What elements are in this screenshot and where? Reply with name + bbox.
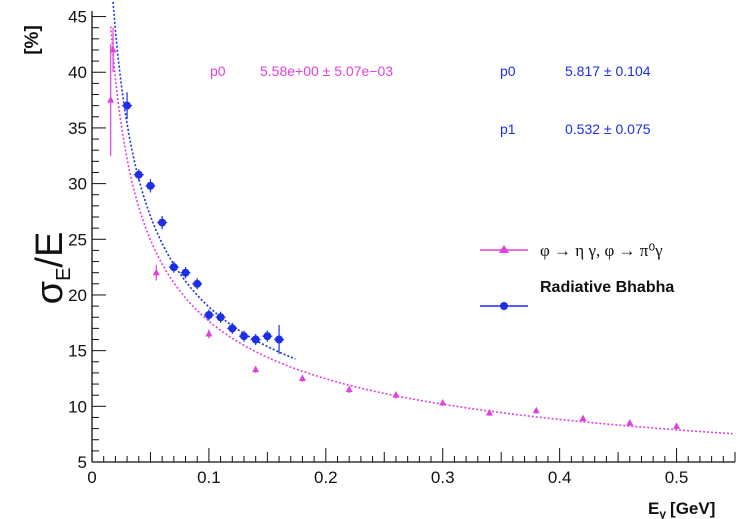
- x-tick-label: 0.4: [548, 468, 572, 487]
- data-point: [109, 45, 117, 53]
- legend-magenta-label: φ → η γ, φ → π⁰γ: [540, 241, 663, 260]
- data-point: [345, 385, 353, 393]
- y-tick-label: 25: [68, 230, 87, 249]
- fit-curve-magenta: [109, 26, 733, 435]
- series-magenta: [107, 27, 681, 430]
- data-point: [204, 311, 213, 320]
- data-point: [228, 324, 237, 333]
- fit-magenta-value: 5.58e+00 ± 5.07e−03: [260, 63, 393, 79]
- data-point: [673, 422, 681, 429]
- data-point: [251, 335, 260, 344]
- series-blue: [122, 92, 285, 354]
- y-label-sub: E: [53, 268, 75, 281]
- data-point: [169, 263, 178, 272]
- y-tick-label: 45: [68, 8, 87, 27]
- legend-magenta-marker: [499, 245, 509, 253]
- fit-params-magenta: p0 5.58e+00 ± 5.07e−03: [210, 63, 393, 79]
- data-point: [275, 335, 284, 344]
- data-point: [263, 332, 272, 341]
- x-label-e: E: [648, 499, 659, 518]
- axes: 5 10 15 20 25 30 35 40 45 0 0.1 0.2 0.3 0.4 0.5: [68, 8, 736, 487]
- legend: φ → η γ, φ → π⁰γ Radiative Bhabha: [472, 228, 738, 320]
- legend-entry-blue: Radiative Bhabha: [480, 279, 674, 310]
- y-tick-label: 40: [68, 63, 87, 82]
- data-point: [532, 406, 540, 414]
- fit-magenta-name: p0: [210, 63, 226, 79]
- y-tick-label: 5: [78, 453, 87, 472]
- data-point: [193, 279, 202, 288]
- data-point: [216, 313, 225, 322]
- y-tick-label: 35: [68, 119, 87, 138]
- y-tick-label: 30: [68, 175, 87, 194]
- y-axis-label: σE/E: [29, 232, 75, 305]
- data-point: [158, 218, 167, 227]
- data-point: [152, 268, 160, 276]
- x-label-sub: γ: [659, 507, 666, 519]
- fit-curves: [109, 1, 733, 435]
- data-point: [439, 398, 447, 406]
- y-tick-label: 15: [68, 342, 87, 361]
- y-label-tail: /E: [29, 232, 71, 268]
- fit-curve-blue: [112, 1, 296, 360]
- data-point: [485, 409, 493, 416]
- data-point: [239, 332, 248, 341]
- data-series: [107, 27, 681, 430]
- fit-blue-p1-name: p1: [500, 121, 516, 137]
- data-point: [181, 268, 190, 277]
- x-tick-label: 0.3: [431, 468, 455, 487]
- legend-box: [472, 228, 738, 320]
- svg-text:σE/E: σE/E: [29, 232, 75, 305]
- y-tick-label: 10: [68, 397, 87, 416]
- data-point: [298, 374, 306, 381]
- fit-params-blue: p0 5.817 ± 0.104 p1 0.532 ± 0.075: [500, 63, 651, 137]
- data-point: [134, 170, 143, 179]
- data-point: [252, 365, 260, 373]
- fit-blue-p0-name: p0: [500, 63, 516, 79]
- x-tick-label: 0: [87, 468, 96, 487]
- y-axis-unit: [%]: [22, 25, 43, 55]
- data-point: [146, 181, 155, 190]
- y-label-sigma: σ: [29, 281, 71, 304]
- x-tick-label: 0.2: [314, 468, 338, 487]
- fit-blue-p1-value: 0.532 ± 0.075: [565, 121, 651, 137]
- data-point: [579, 414, 587, 422]
- data-point: [107, 96, 115, 103]
- legend-blue-label: Radiative Bhabha: [540, 279, 674, 296]
- x-tick-label: 0.5: [665, 468, 689, 487]
- y-tick-label: 20: [68, 286, 87, 305]
- data-point: [392, 391, 400, 398]
- data-point: [205, 329, 213, 337]
- x-axis-label: Eγ [GeV]: [648, 499, 715, 519]
- legend-blue-marker: [500, 302, 508, 310]
- x-label-unit: [GeV]: [670, 499, 715, 518]
- legend-entry-magenta: φ → η γ, φ → π⁰γ: [480, 241, 663, 260]
- fit-blue-p0-value: 5.817 ± 0.104: [565, 63, 651, 79]
- data-point: [123, 101, 132, 110]
- data-point: [626, 419, 634, 426]
- x-tick-label: 0.1: [197, 468, 221, 487]
